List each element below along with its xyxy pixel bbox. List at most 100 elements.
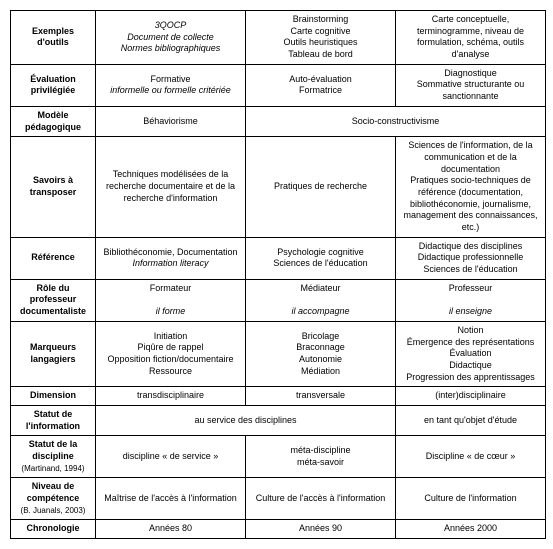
cell-text: Bricolage — [302, 331, 340, 341]
cell-text: informelle ou formelle critériée — [110, 85, 231, 95]
cell: Didactique des disciplines Didactique pr… — [396, 237, 546, 279]
cell-text: Tableau de bord — [288, 49, 353, 59]
cell-text: Progression des apprentissages — [406, 372, 535, 382]
row-header: Référence — [11, 237, 96, 279]
cell: Professeur il enseigne — [396, 279, 546, 321]
cell: Socio-constructivisme — [246, 106, 546, 136]
cell: (inter)disciplinaire — [396, 387, 546, 406]
table-row: Rôle du professeur documentaliste Format… — [11, 279, 546, 321]
cell-text: il forme — [156, 306, 186, 316]
cell-text: Diagnostique — [444, 68, 497, 78]
cell: Culture de l'information — [396, 478, 546, 520]
cell: 3QOCP Document de collecte Normes biblio… — [96, 11, 246, 65]
row-header: Exemples d'outils — [11, 11, 96, 65]
table-row: Exemples d'outils 3QOCP Document de coll… — [11, 11, 546, 65]
cell-text: Évaluation — [449, 348, 491, 358]
row-header: Statut de la discipline (Martinand, 1994… — [11, 436, 96, 478]
cell-text: Didactique des disciplines — [419, 241, 523, 251]
cell: au service des disciplines — [96, 405, 396, 435]
row-header: Chronologie — [11, 520, 96, 539]
cell-text: Information literacy — [132, 258, 208, 268]
cell: Psychologie cognitive Sciences de l'éduc… — [246, 237, 396, 279]
cell-text: il accompagne — [291, 306, 349, 316]
cell: Auto-évaluation Formatrice — [246, 64, 396, 106]
row-header: Savoirs à transposer — [11, 137, 96, 238]
cell-text: Sciences de l'éducation — [273, 258, 367, 268]
cell-text: méta-savoir — [297, 457, 344, 467]
comparison-table: Exemples d'outils 3QOCP Document de coll… — [10, 10, 546, 539]
cell-text: Piqûre de rappel — [137, 342, 203, 352]
cell: méta-discipline méta-savoir — [246, 436, 396, 478]
cell-text: Pratiques socio-techniques de référence … — [403, 175, 537, 232]
cell-text: Braconnage — [296, 342, 345, 352]
cell-text: méta-discipline — [290, 445, 350, 455]
cell: en tant qu'objet d'étude — [396, 405, 546, 435]
row-header: Modèle pédagogique — [11, 106, 96, 136]
cell: Diagnostique Sommative structurante ou s… — [396, 64, 546, 106]
header-text: Statut de la discipline — [29, 439, 78, 461]
cell: Formative informelle ou formelle critéri… — [96, 64, 246, 106]
header-sub: (Martinand, 1994) — [21, 464, 84, 473]
cell: Formateur il forme — [96, 279, 246, 321]
cell-text: Outils heuristiques — [283, 37, 357, 47]
cell: Béhaviorisme — [96, 106, 246, 136]
cell-text: Document de collecte — [127, 32, 214, 42]
cell: Notion Émergence des représentations Éva… — [396, 321, 546, 386]
cell-text: Émergence des représentations — [407, 337, 535, 347]
cell: transdisciplinaire — [96, 387, 246, 406]
row-header: Rôle du professeur documentaliste — [11, 279, 96, 321]
cell-text: Brainstorming — [293, 14, 349, 24]
cell-text: Normes bibliographiques — [121, 43, 221, 53]
cell: Initiation Piqûre de rappel Opposition f… — [96, 321, 246, 386]
cell-text: Médiation — [301, 366, 340, 376]
table-row: Marqueurs langagiers Initiation Piqûre d… — [11, 321, 546, 386]
cell-text: Auto-évaluation — [289, 74, 352, 84]
cell-text: Didactique professionnelle — [418, 252, 524, 262]
cell-text: Notion — [457, 325, 483, 335]
cell: Années 80 — [96, 520, 246, 539]
table-row: Référence Bibliothéconomie, Documentatio… — [11, 237, 546, 279]
cell: discipline « de service » — [96, 436, 246, 478]
cell-text: Autonomie — [299, 354, 342, 364]
table-row: Savoirs à transposer Techniques modélisé… — [11, 137, 546, 238]
cell-text: il enseigne — [449, 306, 492, 316]
table-row: Évaluation privilégiée Formative informe… — [11, 64, 546, 106]
cell-text: Formateur — [150, 283, 192, 293]
table-row: Chronologie Années 80 Années 90 Années 2… — [11, 520, 546, 539]
table-row: Dimension transdisciplinaire transversal… — [11, 387, 546, 406]
cell-text: Opposition fiction/documentaire — [107, 354, 233, 364]
cell-text: Initiation — [154, 331, 188, 341]
cell-text: Carte conceptuelle, terminogramme, nivea… — [417, 14, 524, 59]
cell-text: Professeur — [449, 283, 493, 293]
row-header: Statut de l'information — [11, 405, 96, 435]
cell: Brainstorming Carte cognitive Outils heu… — [246, 11, 396, 65]
row-header: Niveau de compétence (B. Juanals, 2003) — [11, 478, 96, 520]
cell-text: Formatrice — [299, 85, 342, 95]
cell: transversale — [246, 387, 396, 406]
row-header: Dimension — [11, 387, 96, 406]
cell-text: Sciences de l'éducation — [423, 264, 517, 274]
cell: Techniques modélisées de la recherche do… — [96, 137, 246, 238]
cell: Médiateur il accompagne — [246, 279, 396, 321]
table-row: Niveau de compétence (B. Juanals, 2003) … — [11, 478, 546, 520]
row-header: Marqueurs langagiers — [11, 321, 96, 386]
cell-text: Bibliothéconomie, Documentation — [103, 247, 237, 257]
cell-text: Médiateur — [300, 283, 340, 293]
cell-text: Ressource — [149, 366, 192, 376]
cell: Pratiques de recherche — [246, 137, 396, 238]
cell-text: Sommative structurante ou sanctionnante — [417, 79, 525, 101]
row-header: Évaluation privilégiée — [11, 64, 96, 106]
cell: Culture de l'accès à l'information — [246, 478, 396, 520]
header-sub: (B. Juanals, 2003) — [21, 506, 86, 515]
cell: Maîtrise de l'accès à l'information — [96, 478, 246, 520]
cell-text: Formative — [150, 74, 190, 84]
table-row: Statut de l'information au service des d… — [11, 405, 546, 435]
cell: Discipline « de cœur » — [396, 436, 546, 478]
cell-text: Sciences de l'information, de la communi… — [408, 140, 532, 173]
header-text: Niveau de compétence — [27, 481, 80, 503]
cell: Bibliothéconomie, Documentation Informat… — [96, 237, 246, 279]
cell-text: 3QOCP — [155, 20, 187, 30]
cell: Bricolage Braconnage Autonomie Médiation — [246, 321, 396, 386]
table-row: Modèle pédagogique Béhaviorisme Socio-co… — [11, 106, 546, 136]
cell: Carte conceptuelle, terminogramme, nivea… — [396, 11, 546, 65]
